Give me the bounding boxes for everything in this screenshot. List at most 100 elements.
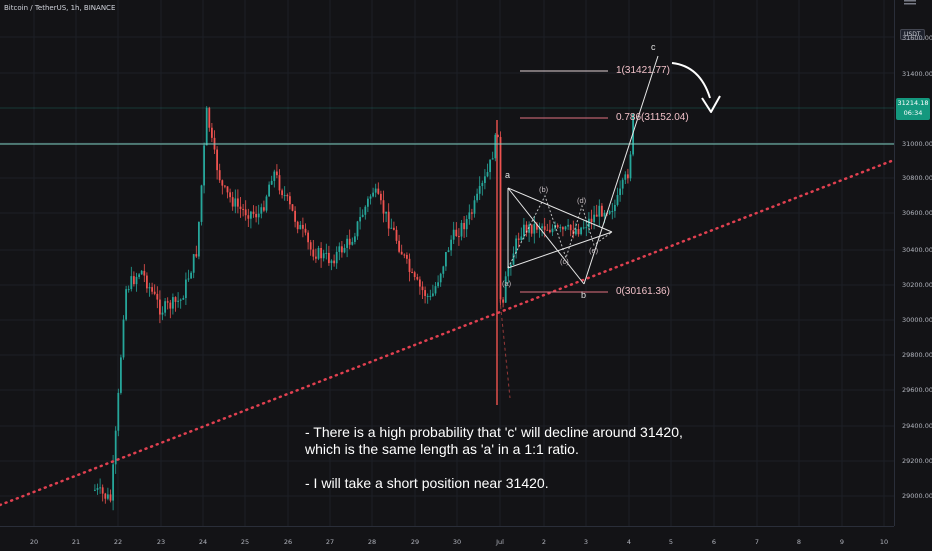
candle-body bbox=[416, 277, 419, 280]
candle-body bbox=[322, 253, 325, 259]
price-tick: 30400.00 bbox=[902, 246, 932, 254]
candle-body bbox=[356, 221, 359, 237]
candle-body bbox=[533, 224, 536, 234]
candlestick-chart[interactable] bbox=[0, 0, 896, 526]
candle-body bbox=[494, 134, 497, 159]
candle-body bbox=[143, 270, 146, 276]
candle-body bbox=[491, 158, 494, 160]
candle-body bbox=[260, 207, 263, 214]
candle-body bbox=[601, 205, 603, 217]
candle-body bbox=[510, 264, 512, 267]
candle-body bbox=[190, 272, 192, 279]
date-tick: 4 bbox=[626, 538, 632, 546]
candle-body bbox=[226, 186, 229, 193]
candle-body bbox=[569, 224, 572, 231]
candle-body bbox=[538, 228, 541, 230]
wave-structure[interactable] bbox=[507, 55, 659, 285]
candle-body bbox=[312, 249, 315, 257]
candle-body bbox=[338, 246, 341, 252]
candle-body bbox=[465, 219, 468, 230]
candle-body bbox=[364, 206, 367, 215]
candle-body bbox=[512, 253, 515, 265]
price-axis[interactable] bbox=[894, 0, 932, 526]
candle-body bbox=[614, 204, 616, 212]
candle-body bbox=[161, 312, 164, 315]
candle-body bbox=[205, 107, 208, 146]
candle-body bbox=[198, 221, 200, 257]
candle-body bbox=[172, 297, 174, 309]
candle-body bbox=[471, 212, 473, 214]
candle-body bbox=[328, 252, 330, 264]
candle-body bbox=[567, 224, 569, 227]
candle-body bbox=[231, 197, 234, 207]
candle-body bbox=[135, 276, 138, 285]
candle-body bbox=[182, 298, 185, 300]
candle-body bbox=[577, 229, 580, 235]
candle-body bbox=[346, 238, 348, 248]
date-tick: 25 bbox=[240, 538, 250, 546]
candle-body bbox=[387, 211, 390, 229]
candle-body bbox=[624, 174, 627, 180]
candle-body bbox=[148, 287, 151, 289]
candles bbox=[94, 106, 634, 511]
candle-body bbox=[104, 493, 107, 499]
last-price-badge: 31214.18 06:34 bbox=[896, 98, 930, 120]
price-tick: 29800.00 bbox=[902, 351, 932, 359]
candle-body bbox=[556, 225, 559, 228]
date-tick: 24 bbox=[198, 538, 208, 546]
candle-body bbox=[286, 195, 289, 197]
candle-body bbox=[411, 271, 413, 273]
candle-body bbox=[476, 193, 478, 201]
candle-body bbox=[216, 149, 218, 171]
candle-body bbox=[268, 184, 270, 197]
candle-body bbox=[536, 224, 538, 230]
candle-body bbox=[549, 229, 551, 233]
wave-label-b: b bbox=[581, 290, 587, 300]
last-price-value: 31214.18 bbox=[897, 99, 929, 107]
candle-body bbox=[229, 192, 231, 198]
candle-body bbox=[309, 242, 312, 250]
note-line-2: which is the same length as 'a' in a 1:1… bbox=[305, 441, 579, 457]
candle-body bbox=[122, 319, 125, 358]
candle-body bbox=[489, 159, 491, 173]
chart-area[interactable]: Bitcoin / TetherUS, 1h, BINANCE 1(31421.… bbox=[0, 0, 896, 526]
candle-body bbox=[276, 171, 278, 176]
candle-body bbox=[265, 196, 268, 211]
candle-body bbox=[382, 200, 385, 214]
wave-label-sub-e: (e) bbox=[589, 246, 599, 255]
candle-body bbox=[473, 200, 476, 214]
candle-body bbox=[458, 236, 460, 238]
candle-body bbox=[112, 464, 114, 501]
candle-body bbox=[315, 256, 317, 259]
scroll-icon[interactable] bbox=[903, 0, 917, 12]
candle-body bbox=[174, 297, 177, 302]
price-tick: 31400.00 bbox=[902, 70, 932, 78]
candle-body bbox=[590, 218, 593, 222]
candle-body bbox=[94, 489, 96, 491]
candle-body bbox=[429, 295, 432, 297]
candle-body bbox=[530, 224, 533, 234]
candle-body bbox=[390, 227, 393, 229]
curved-arrow-icon[interactable] bbox=[671, 62, 721, 113]
price-tick: 30800.00 bbox=[902, 174, 932, 182]
candle-body bbox=[296, 221, 299, 230]
candle-body bbox=[239, 206, 242, 209]
candle-body bbox=[585, 227, 588, 229]
candle-body bbox=[588, 218, 590, 228]
candle-body bbox=[153, 291, 156, 294]
candle-body bbox=[146, 275, 148, 289]
candle-body bbox=[130, 276, 133, 290]
candle-body bbox=[421, 286, 424, 291]
trendline[interactable] bbox=[0, 158, 896, 507]
candle-body bbox=[99, 487, 101, 489]
candle-body bbox=[192, 254, 195, 273]
candle-body bbox=[237, 198, 239, 207]
symbol-title[interactable]: Bitcoin / TetherUS, 1h, BINANCE bbox=[4, 4, 116, 12]
candle-body bbox=[445, 251, 447, 267]
candle-body bbox=[406, 254, 408, 259]
candle-body bbox=[580, 227, 582, 235]
candle-body bbox=[211, 127, 213, 138]
currency-badge[interactable]: USDT bbox=[900, 29, 925, 40]
candle-body bbox=[377, 188, 380, 194]
time-axis[interactable] bbox=[0, 526, 894, 551]
